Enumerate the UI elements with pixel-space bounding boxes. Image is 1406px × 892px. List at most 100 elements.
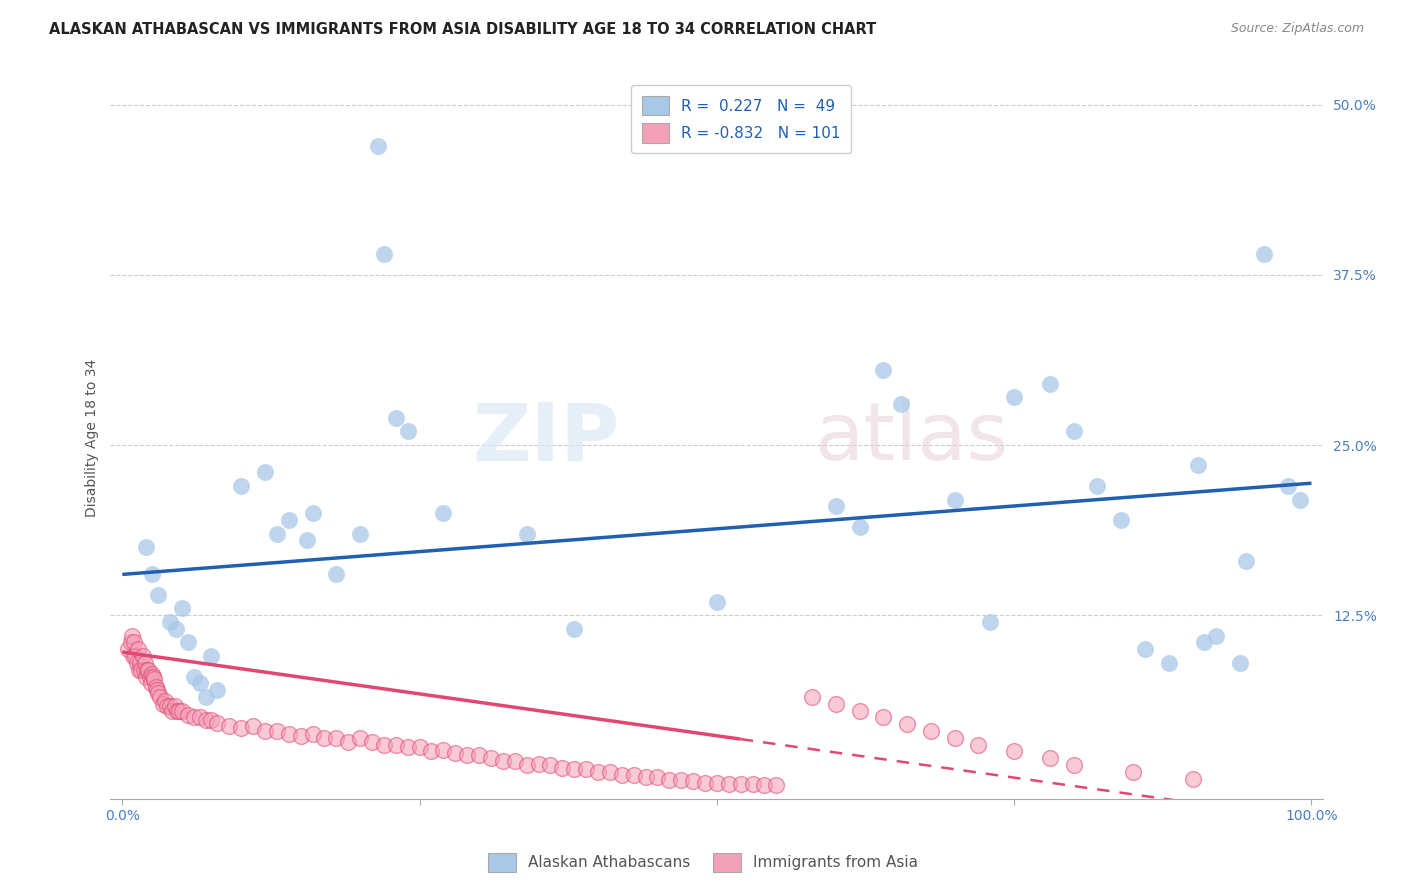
Point [872, 363, 894, 377]
Legend: R =  0.227   N =  49, R = -0.832   N = 101: R = 0.227 N = 49, R = -0.832 N = 101 [631, 85, 852, 153]
Point [575, 762, 598, 776]
Point [138, 669, 160, 683]
Point [669, 772, 692, 787]
Point [295, 533, 318, 548]
Point [1288, 492, 1310, 507]
Point [658, 772, 681, 787]
Point [527, 756, 550, 771]
Point [1234, 554, 1257, 568]
Point [432, 743, 454, 757]
Point [824, 500, 846, 514]
Point [194, 690, 217, 704]
Point [979, 615, 1001, 629]
Point [169, 704, 191, 718]
Point [277, 727, 299, 741]
Text: Source: ZipAtlas.com: Source: ZipAtlas.com [1230, 22, 1364, 36]
Point [141, 567, 163, 582]
Point [124, 649, 146, 664]
Point [231, 721, 253, 735]
Point [920, 723, 942, 738]
Point [361, 735, 384, 749]
Point [385, 410, 408, 425]
Text: ALASKAN ATHABASCAN VS IMMIGRANTS FROM ASIA DISABILITY AGE 18 TO 34 CORRELATION C: ALASKAN ATHABASCAN VS IMMIGRANTS FROM AS… [49, 22, 876, 37]
Point [325, 567, 347, 582]
Point [183, 710, 205, 724]
Text: ZIP: ZIP [472, 400, 620, 477]
Point [1002, 391, 1025, 405]
Point [1253, 247, 1275, 261]
Point [872, 710, 894, 724]
Point [456, 748, 478, 763]
Point [420, 744, 443, 758]
Point [943, 731, 966, 745]
Point [132, 663, 155, 677]
Point [754, 779, 776, 793]
Point [131, 649, 153, 664]
Point [122, 635, 145, 649]
Point [717, 777, 740, 791]
Point [730, 777, 752, 791]
Point [141, 666, 163, 681]
Point [153, 694, 176, 708]
Point [194, 713, 217, 727]
Point [127, 642, 149, 657]
Point [586, 764, 609, 779]
Point [1109, 513, 1132, 527]
Point [551, 761, 574, 775]
Point [134, 656, 156, 670]
Legend: Alaskan Athabascans, Immigrants from Asia: Alaskan Athabascans, Immigrants from Asi… [481, 845, 925, 880]
Point [693, 775, 716, 789]
Point [152, 697, 174, 711]
Point [142, 669, 165, 683]
Point [396, 425, 419, 439]
Point [253, 723, 276, 738]
Point [301, 506, 323, 520]
Point [1122, 764, 1144, 779]
Point [149, 690, 172, 704]
Point [290, 730, 312, 744]
Point [135, 669, 157, 683]
Point [165, 622, 187, 636]
Point [706, 594, 728, 608]
Point [1039, 376, 1062, 391]
Point [231, 479, 253, 493]
Point [207, 715, 229, 730]
Point [373, 738, 395, 752]
Point [128, 663, 150, 677]
Point [1205, 629, 1227, 643]
Point [314, 731, 336, 745]
Point [765, 779, 787, 793]
Point [266, 526, 288, 541]
Point [349, 731, 371, 745]
Point [373, 247, 395, 261]
Point [1063, 425, 1085, 439]
Point [706, 775, 728, 789]
Point [143, 672, 166, 686]
Point [117, 642, 139, 657]
Point [1194, 635, 1216, 649]
Point [1133, 642, 1156, 657]
Point [177, 707, 200, 722]
Point [385, 738, 408, 752]
Point [170, 601, 193, 615]
Point [200, 649, 222, 664]
Point [1277, 479, 1299, 493]
Point [218, 718, 240, 732]
Point [432, 506, 454, 520]
Point [177, 635, 200, 649]
Point [131, 663, 153, 677]
Point [647, 770, 669, 784]
Point [349, 526, 371, 541]
Point [200, 713, 222, 727]
Point [848, 704, 870, 718]
Point [562, 622, 585, 636]
Point [162, 704, 184, 718]
Point [634, 770, 657, 784]
Point [145, 681, 167, 695]
Point [325, 731, 347, 745]
Point [538, 758, 561, 772]
Point [824, 697, 846, 711]
Point [1187, 458, 1209, 473]
Point [408, 740, 430, 755]
Point [337, 735, 360, 749]
